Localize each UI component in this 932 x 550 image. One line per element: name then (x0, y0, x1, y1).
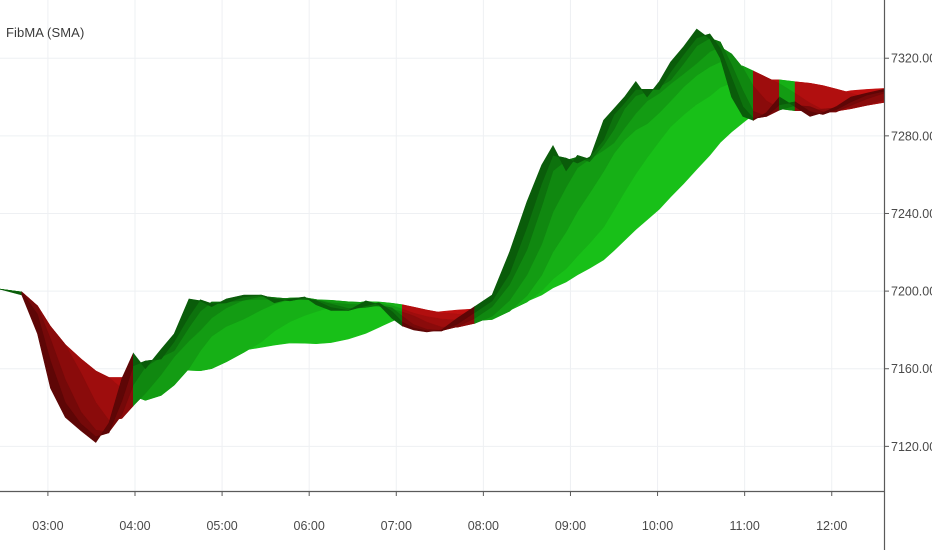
x-tick-label: 10:00 (642, 519, 673, 533)
ribbon (0, 28, 885, 443)
x-tick-label: 11:00 (729, 519, 759, 533)
y-tick-label: 7160.00 (891, 362, 932, 376)
y-tick-label: 7320.00 (891, 52, 932, 66)
x-tick-label: 09:00 (555, 519, 586, 533)
indicator-title: FibMA (SMA) (6, 25, 85, 40)
y-tick-label: 7120.00 (891, 440, 932, 454)
x-tick-label: 03:00 (32, 519, 63, 533)
y-tick-label: 7280.00 (891, 129, 932, 143)
y-tick-label: 7200.00 (891, 285, 932, 299)
x-tick-label: 05:00 (206, 519, 237, 533)
x-tick-label: 06:00 (294, 519, 325, 533)
x-tick-label: 04:00 (119, 519, 150, 533)
x-tick-label: 08:00 (468, 519, 499, 533)
y-tick-label: 7240.00 (891, 207, 932, 221)
x-tick-label: 07:00 (381, 519, 412, 533)
x-tick-label: 12:00 (816, 519, 847, 533)
